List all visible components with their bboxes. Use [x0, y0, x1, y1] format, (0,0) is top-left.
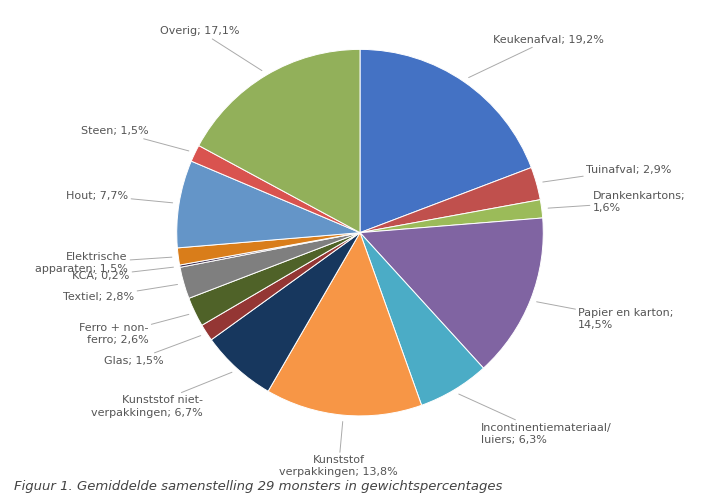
Text: KCA; 0,2%: KCA; 0,2%	[72, 267, 174, 281]
Wedge shape	[268, 233, 422, 416]
Wedge shape	[360, 233, 483, 405]
Wedge shape	[202, 233, 360, 340]
Text: Overig; 17,1%: Overig; 17,1%	[161, 26, 262, 71]
Text: Textiel; 2,8%: Textiel; 2,8%	[63, 285, 178, 302]
Text: Incontinentiemateriaal/
luiers; 6,3%: Incontinentiemateriaal/ luiers; 6,3%	[459, 394, 611, 445]
Wedge shape	[176, 161, 360, 248]
Wedge shape	[189, 233, 360, 325]
Wedge shape	[360, 218, 544, 368]
Text: Tuinafval; 2,9%: Tuinafval; 2,9%	[543, 165, 671, 182]
Wedge shape	[192, 146, 360, 233]
Wedge shape	[177, 233, 360, 265]
Wedge shape	[179, 233, 360, 267]
Wedge shape	[199, 50, 360, 233]
Text: Keukenafval; 19,2%: Keukenafval; 19,2%	[469, 35, 604, 78]
Wedge shape	[180, 233, 360, 298]
Text: Kunststof niet-
verpakkingen; 6,7%: Kunststof niet- verpakkingen; 6,7%	[91, 372, 232, 418]
Text: Glas; 1,5%: Glas; 1,5%	[104, 336, 201, 366]
Text: Steen; 1,5%: Steen; 1,5%	[81, 126, 189, 151]
Wedge shape	[360, 50, 531, 233]
Text: Papier en karton;
14,5%: Papier en karton; 14,5%	[536, 302, 674, 330]
Wedge shape	[360, 199, 543, 233]
Text: Drankenkartons;
1,6%: Drankenkartons; 1,6%	[548, 191, 685, 213]
Text: Figuur 1. Gemiddelde samenstelling 29 monsters in gewichtspercentages: Figuur 1. Gemiddelde samenstelling 29 mo…	[14, 480, 503, 493]
Text: Hout; 7,7%: Hout; 7,7%	[66, 191, 173, 203]
Text: Ferro + non-
ferro; 2,6%: Ferro + non- ferro; 2,6%	[79, 314, 189, 346]
Text: Elektrische
apparaten; 1,5%: Elektrische apparaten; 1,5%	[35, 252, 172, 274]
Text: Kunststof
verpakkingen; 13,8%: Kunststof verpakkingen; 13,8%	[279, 422, 398, 478]
Wedge shape	[211, 233, 360, 391]
Wedge shape	[360, 167, 540, 233]
